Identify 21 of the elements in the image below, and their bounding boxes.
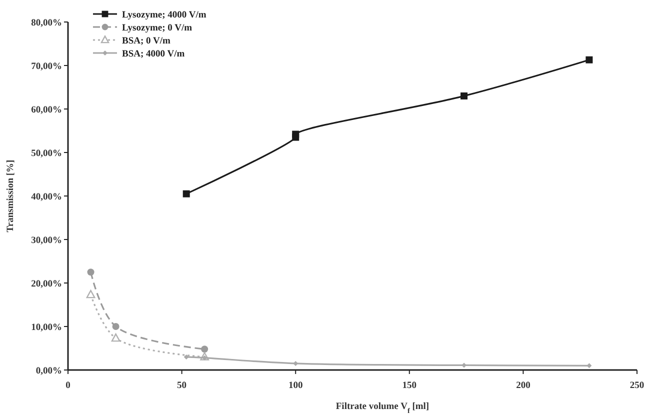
y-tick-label: 50,00% xyxy=(31,148,62,159)
legend-label: Lysozyme; 0 V/m xyxy=(122,23,192,34)
legend-label: BSA; 4000 V/m xyxy=(122,49,185,60)
y-tick-label: 20,00% xyxy=(31,279,62,290)
y-tick-label: 30,00% xyxy=(31,236,62,246)
y-tick-label: 60,00% xyxy=(31,105,62,116)
x-tick-label: 250 xyxy=(630,381,644,391)
x-tick-label: 150 xyxy=(402,381,417,391)
y-tick-label: 70,00% xyxy=(31,62,62,72)
y-axis-title: Transmission [%] xyxy=(6,160,16,232)
x-tick-label: 200 xyxy=(516,381,531,391)
x-tick-label: 50 xyxy=(177,381,187,391)
y-tick-label: 40,00% xyxy=(31,192,62,202)
y-tick-label: 0,00% xyxy=(36,366,62,376)
y-tick-label: 80,00% xyxy=(31,18,62,28)
x-tick-label: 0 xyxy=(66,381,71,391)
x-tick-label: 100 xyxy=(288,381,303,391)
legend-label: BSA; 0 V/m xyxy=(122,36,170,46)
legend-label: Lysozyme; 4000 V/m xyxy=(122,10,206,20)
y-tick-label: 10,00% xyxy=(31,322,62,333)
x-axis-title: Filtrate volume V$_{f}$ [ml] xyxy=(336,402,430,415)
